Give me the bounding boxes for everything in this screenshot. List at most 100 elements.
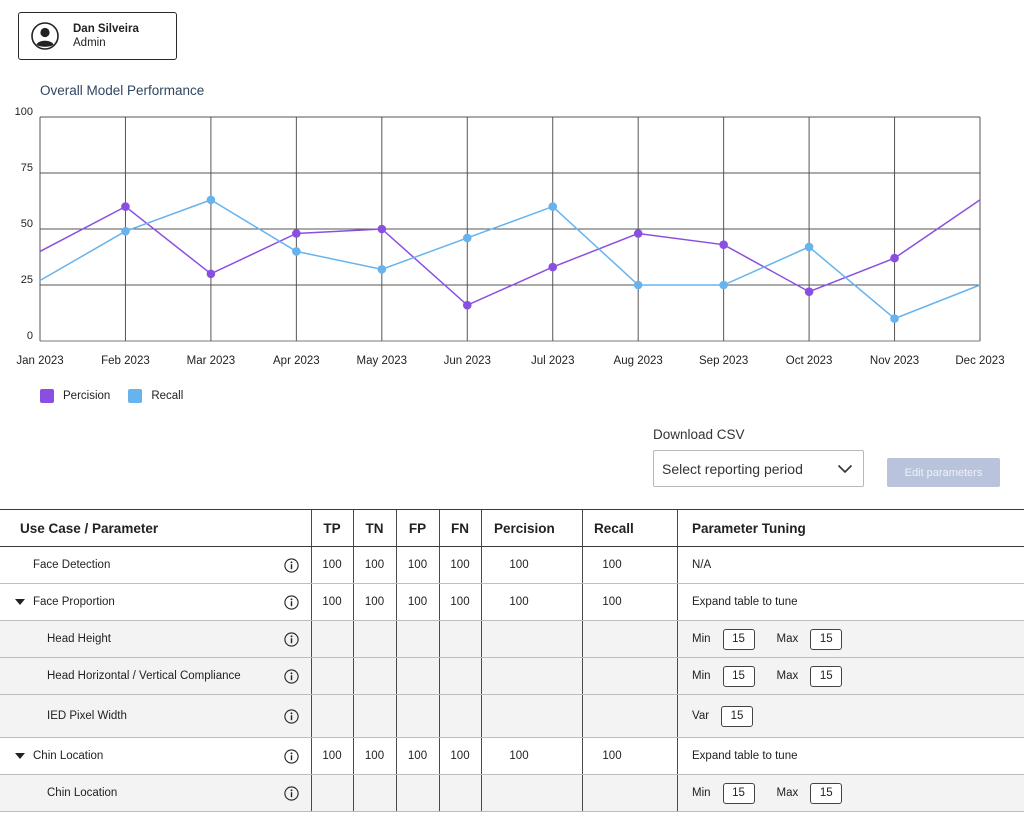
data-point-percision — [719, 240, 728, 249]
column-divider — [396, 695, 397, 737]
fp-value-text: 100 — [407, 750, 428, 762]
min-input[interactable]: 15 — [722, 665, 755, 687]
user-card[interactable]: Dan Silveira Admin — [18, 12, 177, 60]
chevron-down-icon — [837, 464, 853, 473]
fn-value: 100 — [439, 738, 481, 774]
var-input[interactable]: 15 — [721, 705, 754, 727]
max-input[interactable]: 15 — [810, 628, 843, 650]
column-divider — [353, 738, 354, 774]
column-header: TP — [311, 510, 353, 546]
data-point-percision — [121, 202, 130, 211]
column-divider — [582, 738, 583, 774]
edit-parameters-button[interactable]: Edit parameters — [887, 458, 1000, 487]
data-point-recall — [377, 265, 387, 274]
column-divider — [582, 695, 583, 737]
recall-value: 100 — [582, 738, 642, 774]
column-header: Percision — [494, 510, 594, 546]
max-label: Max — [776, 670, 799, 682]
info-icon — [284, 668, 299, 684]
legend-item-percision[interactable]: Percision — [40, 389, 110, 403]
info-button[interactable] — [284, 738, 300, 774]
y-tick-label: 50 — [21, 218, 33, 230]
info-icon — [284, 785, 299, 801]
x-tick-label: Mar 2023 — [187, 355, 236, 367]
column-divider — [396, 547, 397, 583]
column-divider — [677, 695, 678, 737]
max-input[interactable]: 15 — [810, 665, 843, 687]
row-name: Chin Location — [33, 750, 104, 762]
reporting-period-select[interactable]: Select reporting period — [653, 450, 864, 487]
column-header-text: Percision — [494, 520, 555, 536]
tn-value-text: 100 — [364, 559, 385, 571]
reporting-period-placeholder: Select reporting period — [662, 460, 803, 477]
column-divider — [582, 621, 583, 657]
download-csv-label: Download CSV — [653, 427, 745, 442]
performance-chart: 0 25 50 75 100 Jan 2023 Feb 2023 Mar 2023 Apr 20… — [15, 106, 1005, 367]
caret-down-icon[interactable] — [15, 753, 25, 759]
max-label: Max — [776, 787, 799, 799]
data-point-percision — [377, 224, 387, 234]
column-divider — [677, 547, 678, 583]
legend-swatch-percision — [40, 389, 54, 403]
row-name-cell[interactable]: Face Proportion — [15, 584, 270, 620]
tuning-controls: Min 15 Max 15 — [692, 621, 1012, 657]
data-point-recall — [633, 280, 643, 290]
column-header: Parameter Tuning — [692, 510, 992, 546]
data-point-recall — [890, 314, 899, 323]
y-tick-label: 0 — [27, 330, 33, 342]
tn-value: 100 — [353, 738, 396, 774]
info-button[interactable] — [284, 775, 300, 811]
recall-value-text: 100 — [602, 596, 622, 608]
data-point-recall — [121, 226, 130, 236]
info-button[interactable] — [284, 621, 300, 657]
row-name-cell: Head Horizontal / Vertical Compliance — [47, 658, 270, 694]
x-tick-label: Apr 2023 — [273, 355, 320, 367]
use-case-row[interactable]: Face Proportion 100 100 100 100 100 100 Expand … — [0, 584, 1024, 621]
legend-item-recall[interactable]: Recall — [128, 389, 183, 403]
info-button[interactable] — [284, 658, 300, 694]
column-divider — [396, 510, 397, 546]
tuning-controls: Var 15 — [692, 695, 1012, 737]
column-divider — [677, 775, 678, 811]
column-divider — [481, 658, 482, 694]
tuning-group: Min 15 Max 15 — [692, 665, 843, 687]
x-tick-label: May 2023 — [357, 355, 408, 367]
min-input[interactable]: 15 — [722, 628, 755, 650]
fn-value: 100 — [439, 584, 481, 620]
column-divider — [677, 621, 678, 657]
column-divider — [481, 738, 482, 774]
precision-value: 100 — [481, 547, 557, 583]
info-icon — [284, 748, 299, 764]
x-tick-label: Jan 2023 — [16, 355, 63, 367]
data-point-percision — [633, 229, 643, 238]
legend-swatch-recall — [128, 389, 143, 403]
column-divider — [481, 584, 482, 620]
recall-value-text: 100 — [602, 750, 622, 762]
fp-value: 100 — [396, 738, 439, 774]
column-divider — [311, 775, 312, 811]
column-divider — [582, 775, 583, 811]
column-header-text: FN — [451, 520, 469, 536]
legend-label-percision: Percision — [63, 390, 111, 402]
info-button[interactable] — [284, 547, 300, 583]
info-icon — [284, 557, 299, 573]
max-input[interactable]: 15 — [810, 782, 843, 804]
caret-down-icon[interactable] — [15, 599, 25, 605]
column-divider — [439, 621, 440, 657]
column-divider — [677, 584, 678, 620]
tp-value-text: 100 — [322, 750, 342, 762]
y-tick-label: 100 — [15, 106, 33, 118]
tn-value: 100 — [353, 547, 396, 583]
user-name: Dan Silveira — [73, 23, 139, 35]
info-button[interactable] — [284, 584, 300, 620]
precision-value-text: 100 — [509, 559, 529, 571]
row-name: IED Pixel Width — [47, 710, 127, 722]
info-button[interactable] — [284, 695, 300, 737]
row-name: Head Height — [47, 633, 111, 645]
fp-value: 100 — [396, 584, 439, 620]
data-point-recall — [206, 195, 216, 205]
use-case-row[interactable]: Chin Location 100 100 100 100 100 100 Expand ta… — [0, 738, 1024, 775]
row-name-cell[interactable]: Chin Location — [15, 738, 270, 774]
column-divider — [396, 738, 397, 774]
min-input[interactable]: 15 — [722, 782, 755, 804]
